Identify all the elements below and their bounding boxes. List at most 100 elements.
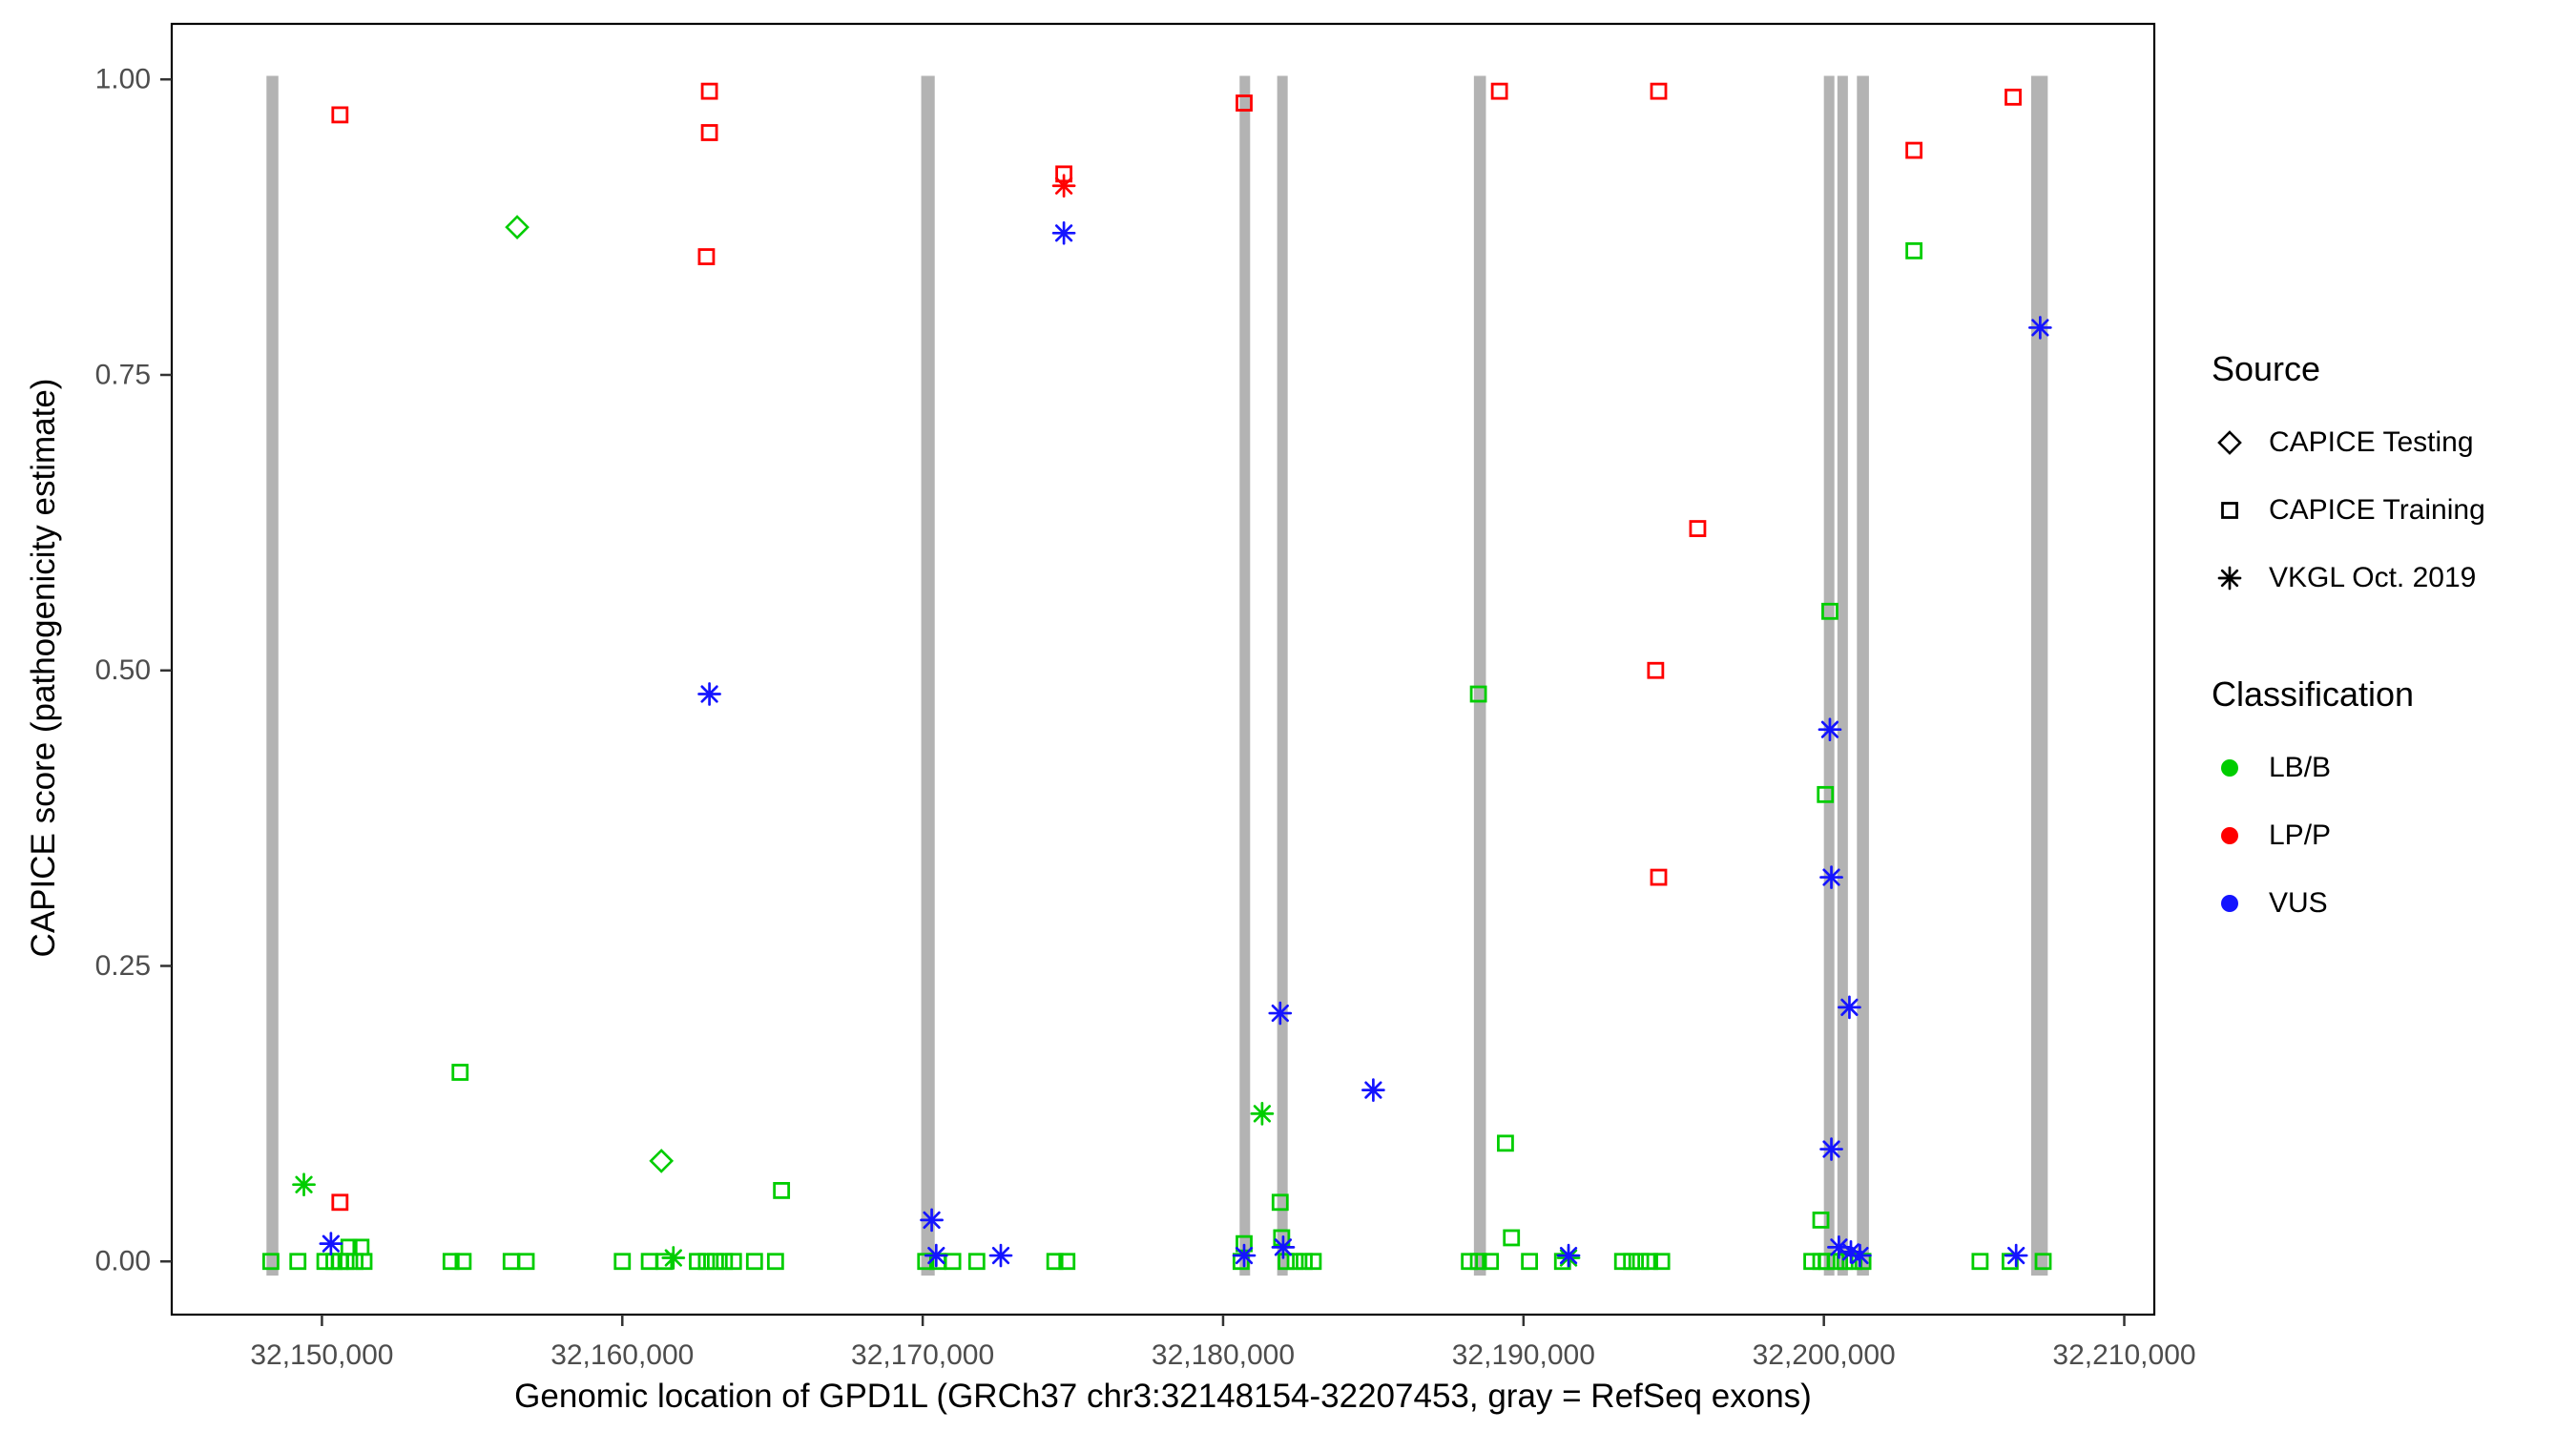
data-point-asterisk — [2217, 566, 2242, 590]
data-point-square — [1046, 1253, 1064, 1271]
data-point-square — [697, 248, 716, 265]
exon-bar — [266, 75, 279, 1276]
x-tick-label: 32,210,000 — [2052, 1339, 2195, 1371]
data-point-square — [1469, 685, 1487, 703]
data-point-square — [640, 1253, 658, 1271]
legend-item-label: VUS — [2269, 886, 2328, 919]
data-point-square — [773, 1182, 791, 1199]
series-vkgl-oct-2019-lb-b — [292, 1102, 1581, 1270]
data-point-square — [1304, 1253, 1322, 1271]
data-point-asterisk — [1361, 1078, 1385, 1102]
data-point-asterisk — [319, 1232, 343, 1256]
data-point-square — [337, 1253, 355, 1271]
legend-item-capice-testing: CAPICE Testing — [2212, 408, 2485, 476]
data-point-square — [1278, 1253, 1295, 1271]
data-point-asterisk — [697, 682, 721, 706]
legend-item-lp-p: LP/P — [2212, 801, 2485, 869]
data-point-square — [1490, 82, 1508, 100]
data-point-asterisk — [1271, 1235, 1296, 1259]
x-tick-label: 32,190,000 — [1452, 1339, 1595, 1371]
data-point-asterisk — [1848, 1243, 1872, 1268]
data-point-diamond — [649, 1149, 675, 1173]
data-point-square — [1650, 82, 1668, 100]
exon-bar — [1823, 75, 1835, 1276]
data-point-square — [261, 1253, 280, 1271]
classification-legend: Classification LB/B LP/P VUS — [2212, 674, 2485, 937]
exon-bar — [1837, 75, 1848, 1276]
data-point-asterisk — [1818, 717, 1842, 742]
y-tick-label: 0.50 — [95, 654, 151, 686]
data-point-square — [451, 1064, 469, 1081]
diamond-icon — [2217, 429, 2242, 455]
source-legend-title: Source — [2212, 349, 2321, 388]
data-point-square — [1817, 785, 1835, 803]
classification-dot-icon — [2221, 758, 2238, 777]
x-tick-label: 32,200,000 — [1753, 1339, 1896, 1371]
data-point-square — [346, 1253, 364, 1271]
data-point-square — [1296, 1253, 1313, 1271]
data-point-asterisk — [2028, 316, 2052, 340]
data-point-asterisk — [924, 1243, 948, 1268]
data-point-asterisk — [988, 1243, 1013, 1268]
series-vkgl-oct-2019-vus — [319, 220, 2052, 1268]
data-point-asterisk — [1250, 1102, 1275, 1126]
source-legend: Source CAPICE Testing CAPICE Training VKGL… — [2212, 349, 2485, 612]
classification-dot-icon — [2221, 894, 2238, 912]
data-point-square — [1613, 1253, 1631, 1271]
y-tick-label: 0.25 — [95, 950, 151, 982]
exon-bar — [921, 75, 935, 1276]
data-point-asterisk — [2004, 1243, 2028, 1268]
data-point-asterisk — [1051, 174, 1076, 198]
series-capice-testing-lb-b — [505, 215, 675, 1173]
data-point-square — [706, 1253, 724, 1271]
y-tick-label: 0.00 — [95, 1246, 151, 1277]
x-tick-label: 32,160,000 — [551, 1339, 694, 1371]
data-point-square — [724, 1253, 742, 1271]
square-icon — [2221, 501, 2238, 519]
data-point-diamond — [2217, 429, 2242, 455]
exon-bars — [266, 75, 2048, 1276]
data-point-square — [1812, 1211, 1830, 1229]
data-point-square — [1971, 1253, 1989, 1271]
legend-item-vkgl-oct-2019: VKGL Oct. 2019 — [2212, 544, 2485, 612]
data-point-square — [316, 1253, 334, 1271]
data-point-square — [517, 1253, 535, 1271]
data-point-square — [1905, 241, 1923, 259]
data-point-square — [1497, 1134, 1514, 1152]
data-point-square — [502, 1253, 520, 1271]
data-point-square — [1818, 1253, 1836, 1271]
data-point-square — [1623, 1253, 1641, 1271]
data-point-square — [442, 1253, 460, 1271]
data-point-square — [2034, 1253, 2052, 1271]
data-point-square — [1286, 1253, 1304, 1271]
data-point-square — [1521, 1253, 1539, 1271]
data-point-square — [1647, 661, 1665, 679]
data-point-square — [745, 1253, 763, 1271]
data-point-square — [716, 1253, 734, 1271]
data-point-square — [1827, 1253, 1845, 1271]
data-point-square — [1482, 1253, 1500, 1271]
exon-bar — [1239, 75, 1251, 1276]
data-point-asterisk — [1839, 1239, 1863, 1264]
data-point-square — [1058, 1253, 1076, 1271]
data-point-square — [2005, 88, 2022, 106]
data-point-square — [1689, 520, 1707, 537]
data-point-square — [1469, 1253, 1487, 1271]
legend-item-label: LB/B — [2269, 751, 2332, 783]
legend-item-vus: VUS — [2212, 869, 2485, 937]
legend-item-label: CAPICE Training — [2269, 493, 2485, 526]
legend-item-label: LP/P — [2269, 819, 2332, 851]
data-point-asterisk — [1051, 220, 1076, 245]
data-point-asterisk — [1268, 1001, 1293, 1026]
data-point-square — [289, 1253, 307, 1271]
data-point-square — [355, 1253, 373, 1271]
data-point-square — [1652, 1253, 1671, 1271]
data-point-square — [1803, 1253, 1820, 1271]
data-point-square — [1271, 1193, 1289, 1212]
data-point-square — [331, 1193, 349, 1212]
x-axis-title: Genomic location of GPD1L (GRCh37 chr3:3… — [514, 1378, 1812, 1415]
data-point-square — [454, 1253, 472, 1271]
data-point-asterisk — [920, 1208, 944, 1233]
data-point-square — [331, 106, 349, 124]
